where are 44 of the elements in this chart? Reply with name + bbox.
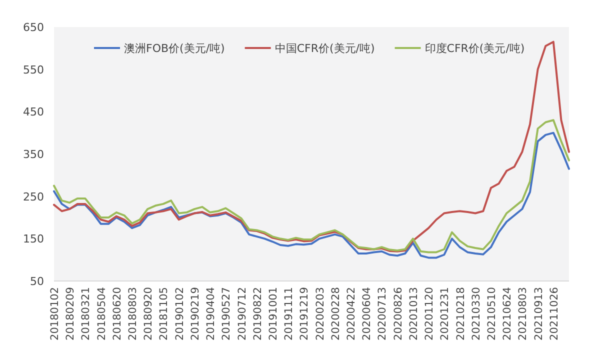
x-tick-label: 20190102	[174, 287, 186, 340]
x-tick-label: 20191001	[267, 287, 280, 340]
x-tick-label: 20180102	[49, 287, 61, 340]
y-tick-label: 150	[23, 232, 44, 246]
x-tick-label: 20190219	[189, 287, 202, 340]
x-tick-label: 20200604	[361, 286, 374, 340]
x-tick-label: 20191111	[283, 287, 296, 340]
x-tick-label: 20210510	[486, 287, 498, 340]
x-tick-label: 20201013	[408, 287, 420, 340]
x-tick-label: 20181105	[158, 287, 170, 340]
x-tick-label: 20180920	[142, 287, 155, 340]
x-tick-label: 20180803	[127, 287, 140, 340]
y-tick-label: 250	[23, 190, 44, 204]
x-tick-label: 20210330	[470, 287, 482, 340]
x-tick-label: 20200713	[376, 287, 389, 340]
y-tick-label: 650	[23, 21, 44, 34]
x-tick-label: 20191219	[298, 287, 311, 340]
y-tick-label: 350	[23, 148, 44, 161]
x-tick-label: 20200422	[346, 287, 358, 340]
x-tick-label: 20210624	[502, 286, 514, 340]
legend-label: 印度CFR价(美元/吨)	[424, 42, 525, 55]
x-tick-label: 20180209	[64, 287, 77, 340]
x-tick-label: 20190822	[252, 287, 264, 340]
legend-label: 中国CFR价(美元/吨)	[274, 42, 375, 55]
line-series	[53, 40, 570, 252]
x-tick-label: 20201231	[439, 287, 452, 340]
x-tick-label: 20201120	[424, 287, 436, 340]
x-tick-label: 20210913	[532, 287, 545, 340]
x-tick-label: 20210218	[454, 287, 467, 340]
y-tick-label: 550	[23, 63, 44, 76]
x-tick-label: 20211026	[548, 286, 560, 340]
x-tick-label: 20180321	[80, 287, 92, 340]
x-tick-label: 20210803	[517, 287, 530, 340]
x-tick-label: 20180504	[96, 286, 108, 340]
y-tick-label: 50	[30, 275, 44, 288]
y-tick-label: 450	[23, 106, 44, 119]
x-tick-label: 20190404	[205, 286, 218, 340]
x-tick-label: 20200826	[392, 286, 404, 340]
x-tick-label: 20180620	[111, 287, 124, 340]
x-tick-label: 20190527	[220, 287, 233, 340]
x-tick-label: 20200228	[330, 287, 342, 340]
legend-label: 澳洲FOB价(美元/吨)	[124, 42, 225, 55]
x-tick-label: 20190712	[236, 287, 248, 340]
x-tick-label: 20200203	[314, 287, 326, 340]
